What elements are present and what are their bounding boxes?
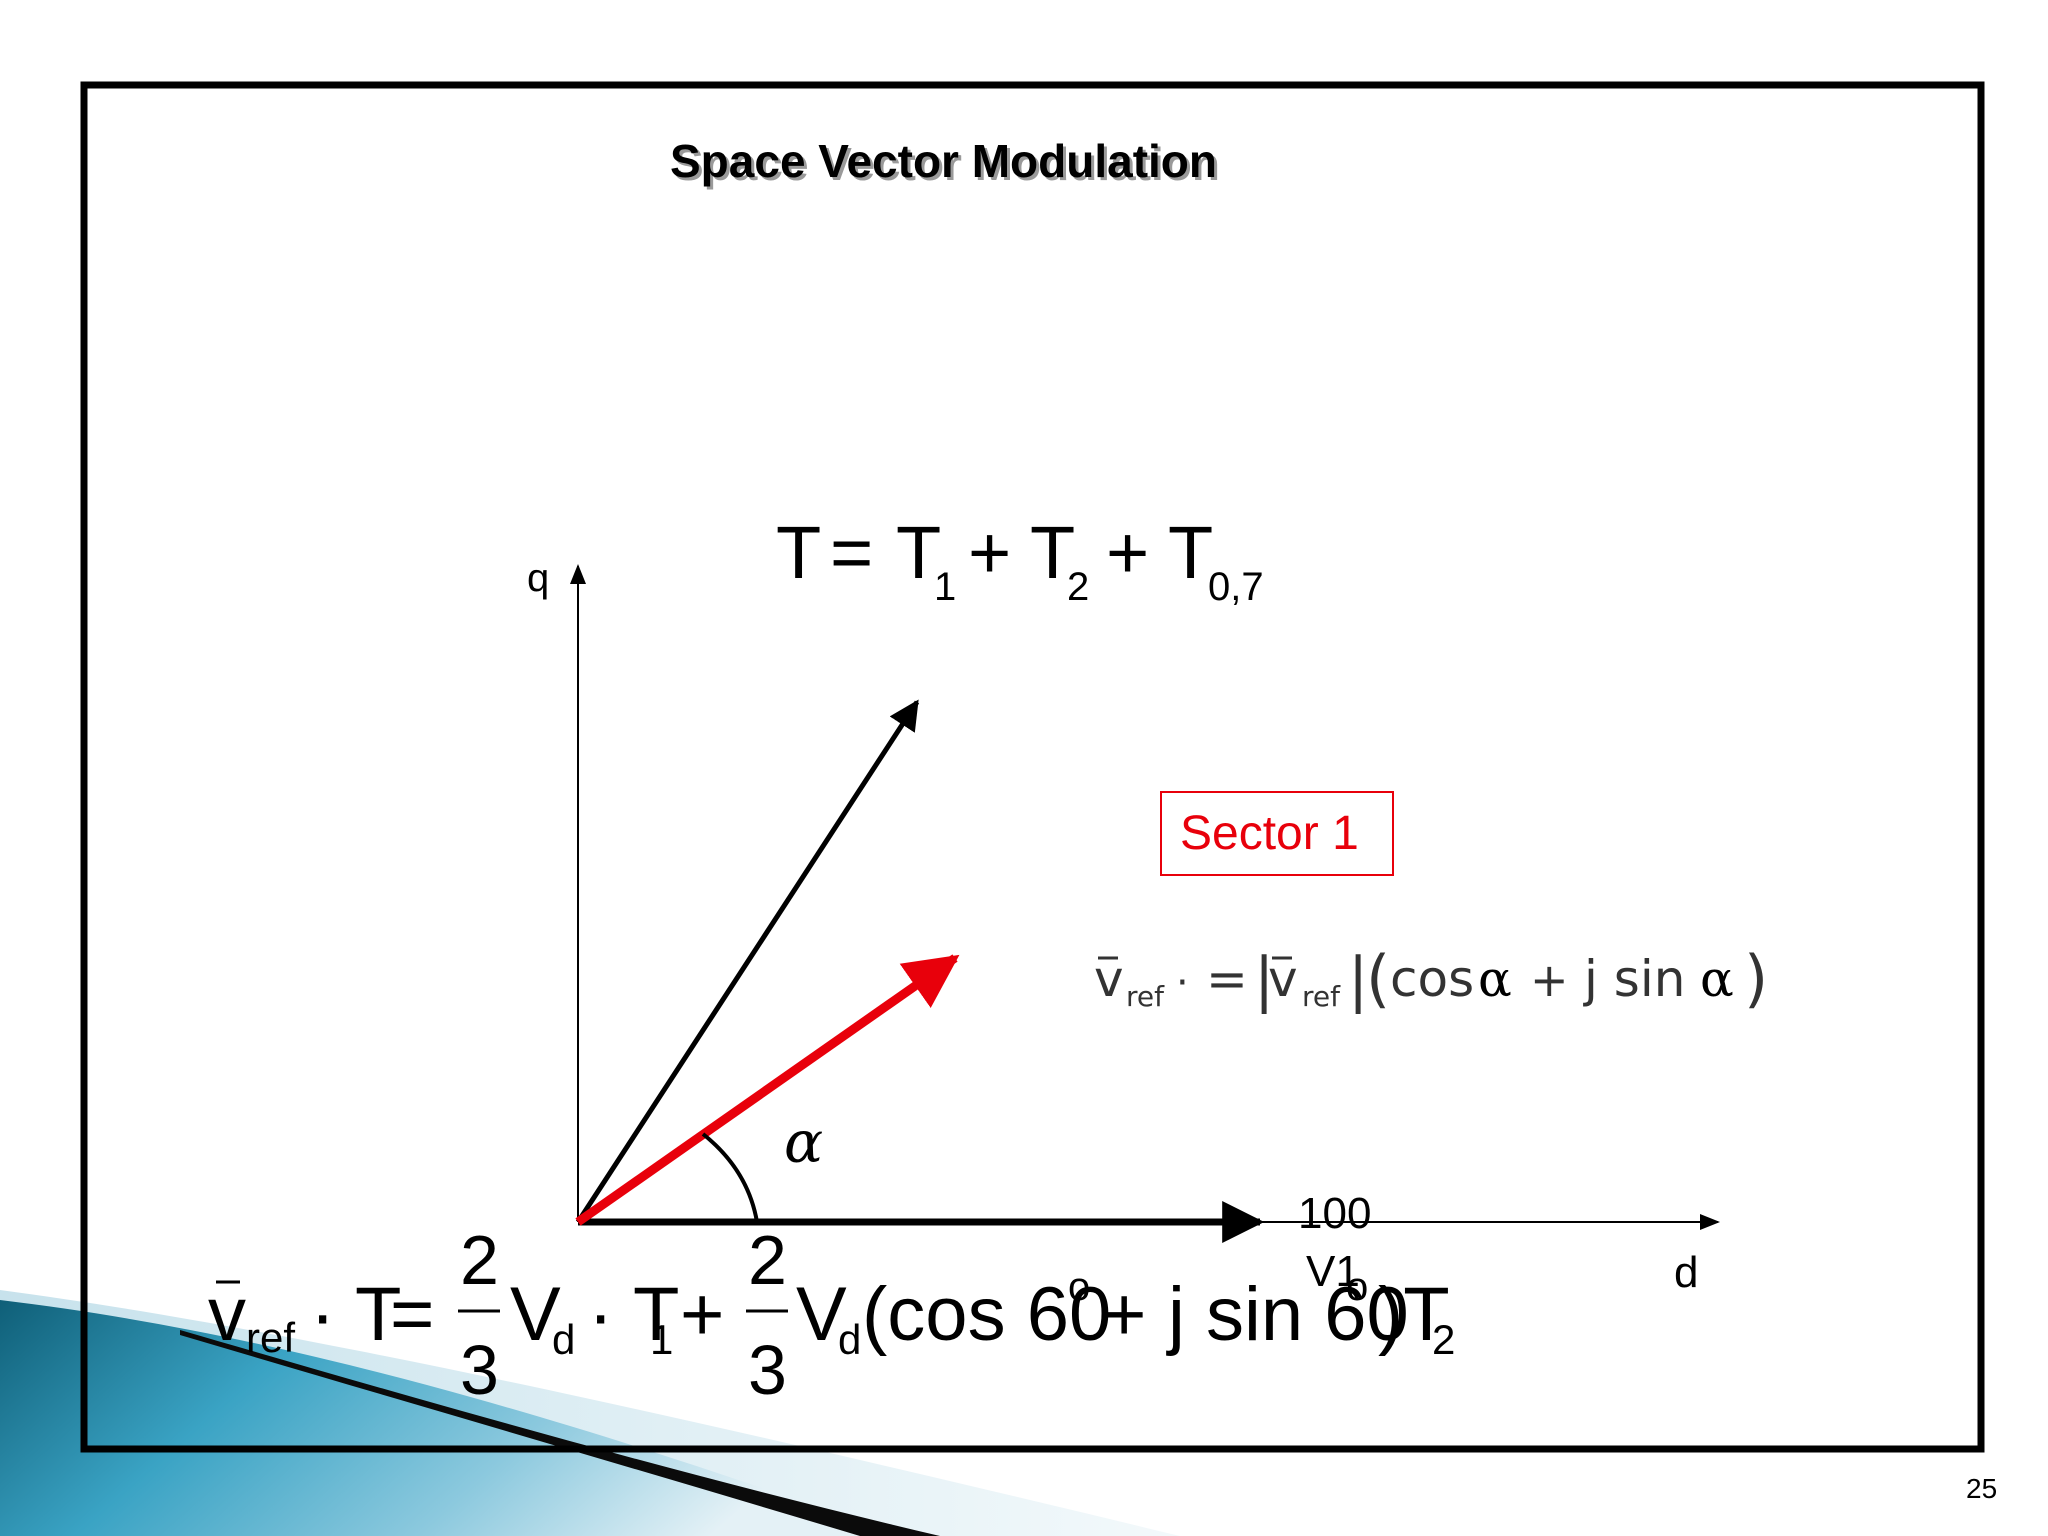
svg-text:2: 2 — [1067, 565, 1089, 609]
svg-text:(: ( — [1366, 942, 1390, 1015]
svg-text:α: α — [1700, 950, 1734, 1008]
svg-text:)T: )T — [1378, 1272, 1450, 1357]
svg-text:): ) — [1744, 942, 1768, 1015]
svg-text:T: T — [1030, 511, 1075, 594]
q-axis-label: q — [527, 556, 549, 600]
svg-text:+: + — [1530, 953, 1569, 1007]
svg-text:1: 1 — [934, 565, 956, 609]
svg-text:·: · — [1176, 960, 1189, 1006]
svg-text:T: T — [896, 511, 941, 594]
sector-box — [1160, 791, 1394, 876]
svg-text:j sin: j sin — [1583, 950, 1685, 1008]
page-number: 25 — [1966, 1473, 1997, 1504]
svg-text:2: 2 — [748, 1221, 787, 1299]
equation-vref-polar: v ref · = | v ref | ( cos α + j sin α ) — [1094, 942, 1768, 1015]
svg-text:V: V — [510, 1272, 561, 1357]
svg-text:v: v — [208, 1272, 246, 1357]
svg-text:T: T — [1168, 511, 1213, 594]
v1-code-label: 100 — [1298, 1189, 1371, 1238]
svg-text:· T: · T — [588, 1272, 679, 1357]
svg-text:· T: · T — [310, 1272, 401, 1357]
svg-text:ref: ref — [1302, 980, 1341, 1013]
d-axis-label: d — [1674, 1248, 1698, 1297]
svg-text:v: v — [1094, 950, 1124, 1008]
svg-text:o: o — [1346, 1265, 1368, 1309]
svg-text:1: 1 — [650, 1316, 673, 1363]
svg-text:v: v — [1268, 950, 1298, 1008]
svg-text:o: o — [1068, 1265, 1090, 1309]
svg-text:j sin 60: j sin 60 — [1166, 1272, 1409, 1357]
sector-label: Sector 1 — [1180, 807, 1359, 860]
slide-frame — [80, 81, 1985, 1453]
svg-text:2: 2 — [460, 1221, 499, 1299]
svg-text:2: 2 — [1432, 1316, 1455, 1363]
svg-text:+: + — [1102, 1272, 1146, 1357]
svg-text:Space Vector Modulation: Space Vector Modulation — [673, 138, 1220, 190]
equation-vref-time: v ref · T = 2 3 V d · T 1 + 2 3 V d (cos… — [208, 1221, 1455, 1409]
alpha-angle-label: α — [784, 1108, 823, 1176]
decorative-swoosh — [0, 1290, 1180, 1536]
svg-text:α: α — [1478, 950, 1512, 1008]
svg-text:+: + — [680, 1272, 724, 1357]
equation-total-time: T = T 1 + T 2 + T 0,7 — [776, 511, 1264, 609]
svg-text:cos: cos — [1390, 950, 1474, 1008]
svg-text:=: = — [1206, 950, 1248, 1008]
svg-text:(cos 60: (cos 60 — [862, 1272, 1111, 1357]
v1-name-label: V1 — [1306, 1247, 1360, 1296]
svg-text:=: = — [390, 1272, 434, 1357]
svg-text:T: T — [776, 511, 821, 594]
svg-text:ref: ref — [246, 1314, 295, 1361]
svg-text:|: | — [1254, 945, 1274, 1015]
vref-vector — [575, 954, 960, 1226]
svg-text:d: d — [552, 1316, 575, 1363]
svg-text:ref: ref — [1126, 980, 1165, 1013]
svg-text:0,7: 0,7 — [1208, 565, 1264, 609]
svg-text:3: 3 — [748, 1331, 787, 1409]
svg-text:d: d — [838, 1316, 861, 1363]
slide-title: Space Vector Modulation Space Vector Mod… — [670, 135, 1220, 190]
slide-title-text: Space Vector Modulation — [670, 135, 1217, 187]
v2-vector — [575, 699, 920, 1224]
svg-text:+: + — [968, 511, 1011, 594]
svg-text:=: = — [830, 511, 873, 594]
svg-text:|: | — [1348, 945, 1368, 1015]
svg-text:V: V — [796, 1272, 847, 1357]
svg-text:+: + — [1106, 511, 1149, 594]
alpha-angle-arc — [701, 1132, 759, 1223]
svg-text:3: 3 — [460, 1331, 499, 1409]
